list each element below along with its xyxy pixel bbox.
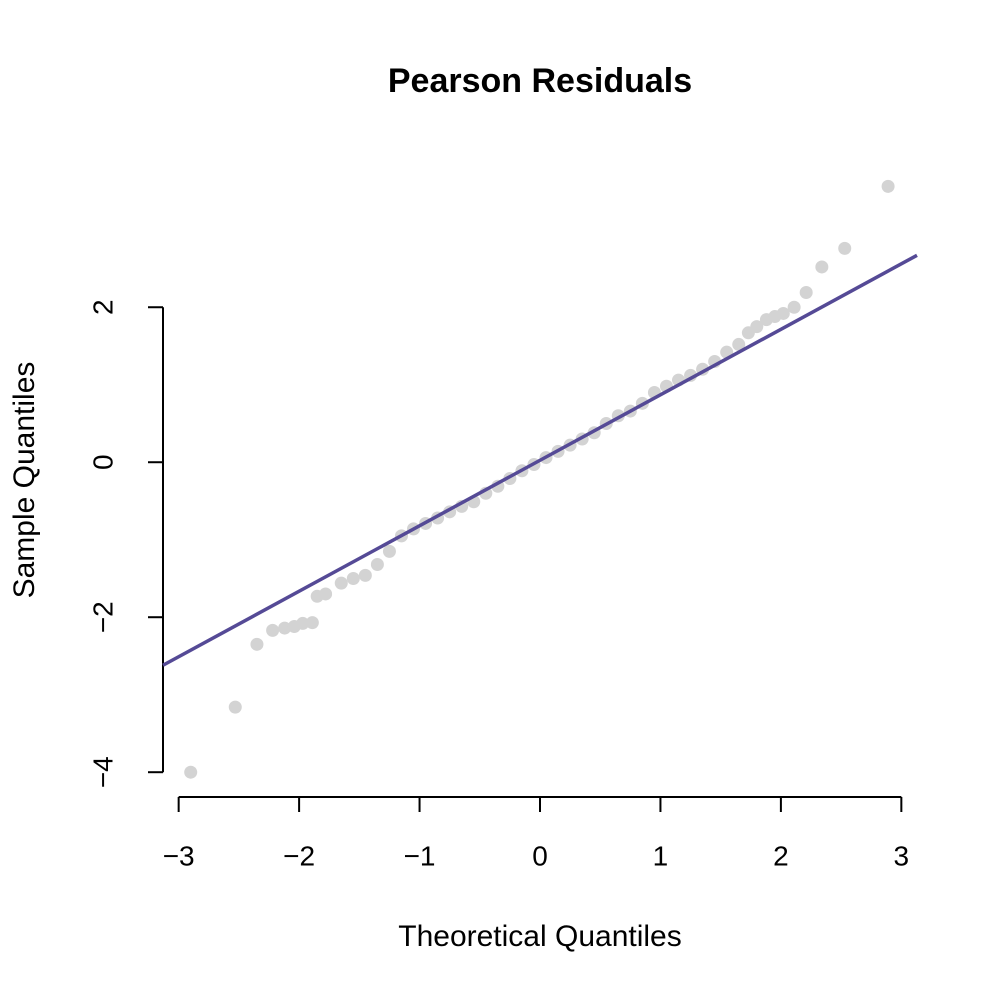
point: [319, 587, 333, 601]
point: [750, 320, 764, 334]
x-tick-label: 2: [773, 840, 789, 871]
x-tick-label: −2: [283, 840, 315, 871]
point: [305, 616, 319, 630]
chart-title: Pearson Residuals: [388, 62, 692, 100]
point: [382, 544, 396, 558]
point: [228, 700, 242, 714]
point: [334, 576, 348, 590]
x-tick-label: 3: [894, 840, 910, 871]
point: [184, 765, 198, 779]
point: [799, 286, 813, 300]
point: [250, 637, 264, 651]
point: [370, 558, 384, 572]
point: [358, 568, 372, 582]
point: [787, 300, 801, 314]
point: [881, 179, 895, 193]
x-tick-label: −3: [163, 840, 195, 871]
x-axis-title: Theoretical Quantiles: [398, 920, 681, 953]
y-tick-label: −4: [87, 756, 118, 788]
y-tick-label: 0: [87, 454, 118, 470]
x-tick-label: −1: [404, 840, 436, 871]
point: [776, 306, 790, 320]
y-tick-label: 2: [87, 299, 118, 315]
y-tick-label: −2: [87, 601, 118, 633]
y-axis-title: Sample Quantiles: [8, 362, 41, 599]
point: [346, 571, 360, 585]
point: [732, 337, 746, 351]
point: [296, 616, 310, 630]
reference-line: [162, 253, 918, 667]
x-tick-label: 0: [532, 840, 548, 871]
point: [838, 241, 852, 255]
point: [815, 260, 829, 274]
x-tick-label: 1: [653, 840, 669, 871]
point: [266, 623, 280, 637]
point: [278, 621, 292, 635]
